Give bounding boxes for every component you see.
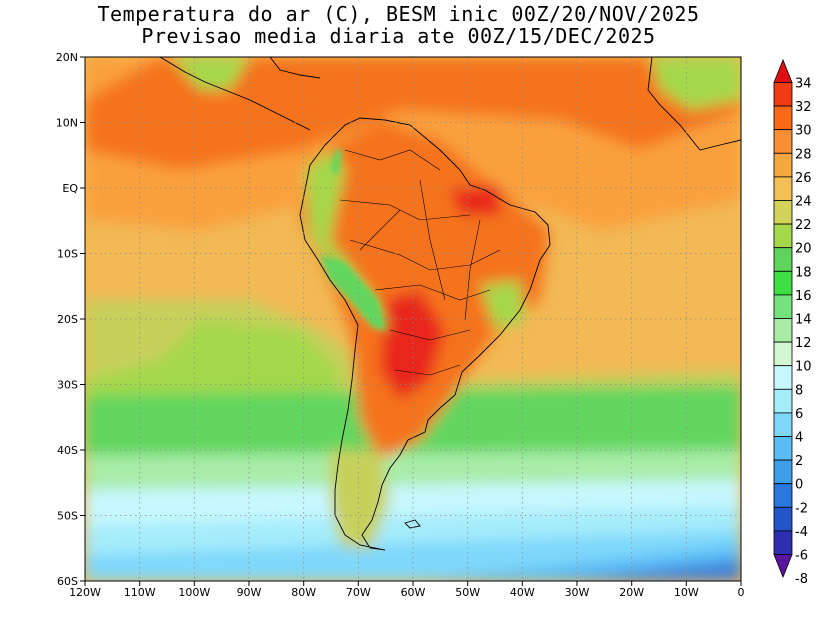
colorbar-swatch [773, 341, 793, 367]
field-patagonia [330, 450, 390, 550]
colorbar-swatch [773, 176, 793, 201]
lon-label: 110W [124, 586, 156, 599]
colorbar-swatch [773, 412, 793, 437]
colorbar-swatch [773, 247, 793, 272]
colorbar-top-arrow [773, 58, 793, 83]
lat-label: 40S [57, 444, 78, 457]
colorbar-label: 0 [795, 478, 803, 493]
lon-label: 120W [69, 586, 101, 599]
colorbar-swatch [773, 483, 793, 508]
field-amazon-hot [450, 185, 500, 215]
coastline-central-america [159, 57, 311, 131]
lat-label: 10S [57, 248, 78, 261]
colorbar-swatch [773, 318, 793, 343]
colorbar-label: -8 [795, 572, 808, 587]
colorbar-label: 30 [795, 124, 812, 139]
colorbar-swatch [773, 270, 793, 296]
colorbar-label: -6 [795, 549, 808, 564]
field-africa-cool [650, 57, 741, 110]
field-north-warm [85, 57, 741, 170]
colorbar-label: 14 [795, 313, 812, 328]
colorbar-swatch [773, 436, 793, 461]
colorbar-swatch [773, 200, 793, 225]
field-central-america [170, 57, 250, 90]
lat-label: 20N [56, 51, 78, 64]
colorbar-swatch [773, 365, 793, 390]
colorbar-label: 10 [795, 360, 812, 375]
colorbar-label: 16 [795, 289, 812, 304]
colorbar-label: 6 [795, 407, 803, 422]
lon-label: 100W [178, 586, 210, 599]
colorbar-label: 22 [795, 218, 812, 233]
lat-label: 20S [57, 313, 78, 326]
lat-label: EQ [62, 182, 78, 195]
colorbar-swatch [773, 459, 793, 485]
coastline-south-america [299, 117, 551, 551]
colorbar-label: 32 [795, 100, 812, 115]
colorbar-label: -2 [795, 501, 808, 516]
falklands [404, 519, 421, 529]
coastline-africa [647, 57, 741, 151]
coastlines [159, 57, 741, 551]
lon-label: 50W [455, 586, 480, 599]
colorbar-swatch [773, 129, 793, 154]
lat-label: 60S [57, 575, 78, 588]
lat-label: 10N [56, 117, 78, 130]
colorbar-bottom-arrow [773, 554, 793, 579]
colorbar-swatch [773, 223, 793, 249]
lon-label: 0 [738, 586, 745, 599]
colorbar-label: 2 [795, 454, 803, 469]
map-title-line-1: Temperatura do ar (C), BESM inic 00Z/20/… [97, 2, 700, 26]
colorbar-label: 28 [795, 147, 812, 162]
field-colombia-green [330, 150, 342, 175]
field-andes-cool [305, 150, 390, 330]
coastline-north [269, 57, 321, 79]
colorbar-label: 34 [795, 77, 812, 92]
lon-label: 70W [346, 586, 371, 599]
colorbar-swatch [773, 82, 793, 107]
field-altiplano-green [320, 255, 386, 330]
colorbar-swatch [773, 294, 793, 319]
lon-label: 10W [674, 586, 699, 599]
colorbar-swatch [773, 506, 793, 532]
lon-label: 80W [291, 586, 316, 599]
field-darkblue-band [560, 560, 741, 581]
lat-label: 30S [57, 379, 78, 392]
colorbar-label: 24 [795, 195, 812, 210]
map-title-line-2: Previsao media diaria ate 00Z/15/DEC/202… [141, 24, 656, 48]
colorbar-label: -4 [795, 525, 808, 540]
colorbar-label: 26 [795, 171, 812, 186]
field-chaco-hot [380, 290, 445, 400]
borders-south-america [339, 149, 501, 376]
colorbar-swatch [773, 388, 793, 414]
lon-label: 90W [237, 586, 262, 599]
lat-label: 50S [57, 510, 78, 523]
colorbar-swatch [773, 530, 793, 555]
colorbar-label: 20 [795, 242, 812, 257]
lon-label: 30W [565, 586, 590, 599]
colorbar-label: 12 [795, 336, 812, 351]
colorbar-label: 4 [795, 431, 803, 446]
colorbar-swatch [773, 105, 793, 131]
lon-label: 60W [401, 586, 426, 599]
colorbar-label: 8 [795, 383, 803, 398]
colorbar-label: 18 [795, 265, 812, 280]
lon-label: 40W [510, 586, 535, 599]
lon-label: 20W [619, 586, 644, 599]
tick-marks [80, 56, 742, 586]
colorbar-swatch [773, 152, 793, 178]
